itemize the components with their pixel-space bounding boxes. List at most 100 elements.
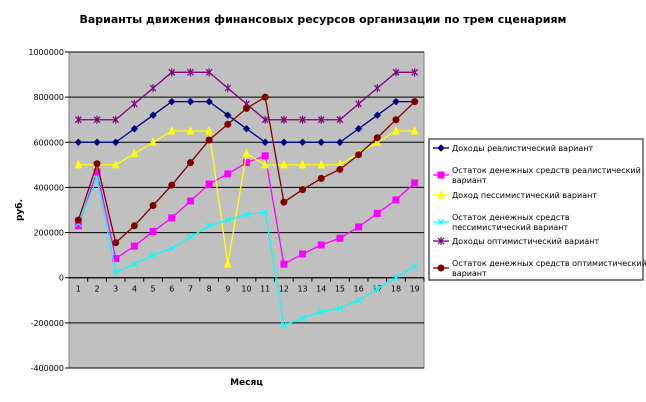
x-tick-label: 4 — [132, 285, 137, 294]
data-point — [411, 98, 419, 106]
data-point — [298, 138, 307, 146]
data-point — [392, 125, 400, 135]
data-point — [299, 314, 306, 322]
data-point — [186, 159, 194, 167]
legend-label: Остаток денежных средств пессимистический… — [452, 213, 570, 232]
data-point — [298, 159, 307, 169]
data-point — [299, 115, 306, 124]
data-point — [280, 159, 288, 169]
data-point — [112, 268, 120, 276]
data-point — [205, 222, 213, 230]
x-tick-label: 19 — [410, 285, 420, 294]
data-point — [186, 125, 195, 135]
data-point — [168, 125, 176, 135]
data-point — [168, 214, 176, 222]
legend — [428, 138, 644, 281]
x-tick-label: 3 — [113, 285, 118, 294]
x-tick-label: 18 — [391, 285, 401, 294]
data-point — [261, 208, 269, 216]
y-tick-label: -200000 — [31, 319, 64, 328]
data-point — [392, 68, 400, 77]
x-tick-label: 15 — [335, 285, 345, 294]
y-tick-label: 200000 — [33, 229, 64, 238]
legend-label: Остаток денежных средств оптимистический… — [452, 259, 646, 278]
data-point — [186, 97, 195, 106]
data-point — [74, 216, 82, 224]
data-point — [317, 138, 325, 146]
x-tick-label: 16 — [354, 285, 364, 294]
data-point — [112, 138, 120, 146]
data-point — [112, 115, 120, 124]
legend-marker — [437, 264, 445, 272]
data-point — [224, 216, 232, 224]
data-point — [205, 97, 213, 106]
data-point — [261, 152, 269, 160]
legend-label: Остаток денежных средств реалистический в… — [452, 166, 641, 185]
data-point — [336, 165, 344, 173]
data-point — [299, 186, 307, 194]
data-point — [111, 159, 120, 169]
data-point — [224, 258, 232, 268]
legend-marker — [437, 218, 445, 226]
data-point — [93, 160, 101, 168]
data-point — [280, 260, 288, 268]
chart-title: Варианты движения финансовых ресурсов ор… — [79, 13, 567, 26]
data-point — [224, 84, 232, 93]
data-point — [149, 251, 157, 259]
data-point — [355, 296, 363, 304]
data-point — [336, 304, 344, 312]
y-axis-title: руб. — [14, 199, 25, 221]
legend-marker — [437, 189, 445, 199]
data-point — [243, 159, 250, 167]
y-tick-label: 1000000 — [28, 48, 64, 57]
x-tick-label: 6 — [169, 285, 174, 294]
data-point — [336, 115, 344, 124]
data-point — [280, 198, 288, 206]
data-point — [130, 99, 138, 108]
data-point — [392, 97, 400, 106]
data-point — [243, 104, 250, 112]
data-point — [411, 263, 419, 270]
legend-label: Доход пессимистический вариант — [452, 191, 597, 200]
data-point — [355, 99, 363, 108]
data-point — [355, 223, 363, 231]
legend-marker — [437, 171, 445, 179]
data-point — [205, 136, 213, 144]
data-point — [168, 244, 176, 252]
data-point — [187, 233, 194, 241]
data-point — [224, 170, 232, 178]
data-point — [130, 242, 138, 250]
data-point — [392, 116, 400, 124]
data-point — [168, 181, 176, 189]
y-tick-label: 600000 — [33, 138, 64, 147]
x-tick-label: 8 — [207, 285, 212, 294]
data-point — [168, 68, 176, 77]
data-point — [130, 222, 138, 230]
data-point — [261, 138, 269, 146]
data-point — [149, 84, 157, 93]
data-point — [205, 68, 213, 77]
data-point — [280, 321, 288, 329]
data-point — [336, 138, 344, 146]
legend-marker — [437, 144, 445, 152]
data-point — [261, 159, 269, 169]
legend-label: Доходы оптимистический вариант — [452, 237, 599, 246]
data-point — [149, 111, 157, 119]
x-tick-label: 9 — [225, 285, 230, 294]
data-point — [93, 174, 101, 182]
data-point — [130, 148, 139, 158]
y-tick-label: 800000 — [33, 93, 64, 102]
x-tick-label: 14 — [316, 285, 326, 294]
data-point — [224, 111, 232, 119]
data-point — [242, 148, 251, 158]
data-point — [205, 180, 213, 188]
data-point — [280, 115, 288, 124]
data-point — [373, 84, 381, 93]
data-point — [224, 120, 232, 128]
data-point — [373, 134, 381, 142]
data-point — [299, 250, 307, 258]
data-point — [317, 308, 325, 315]
data-point — [205, 125, 213, 135]
x-tick-label: 10 — [241, 285, 251, 294]
